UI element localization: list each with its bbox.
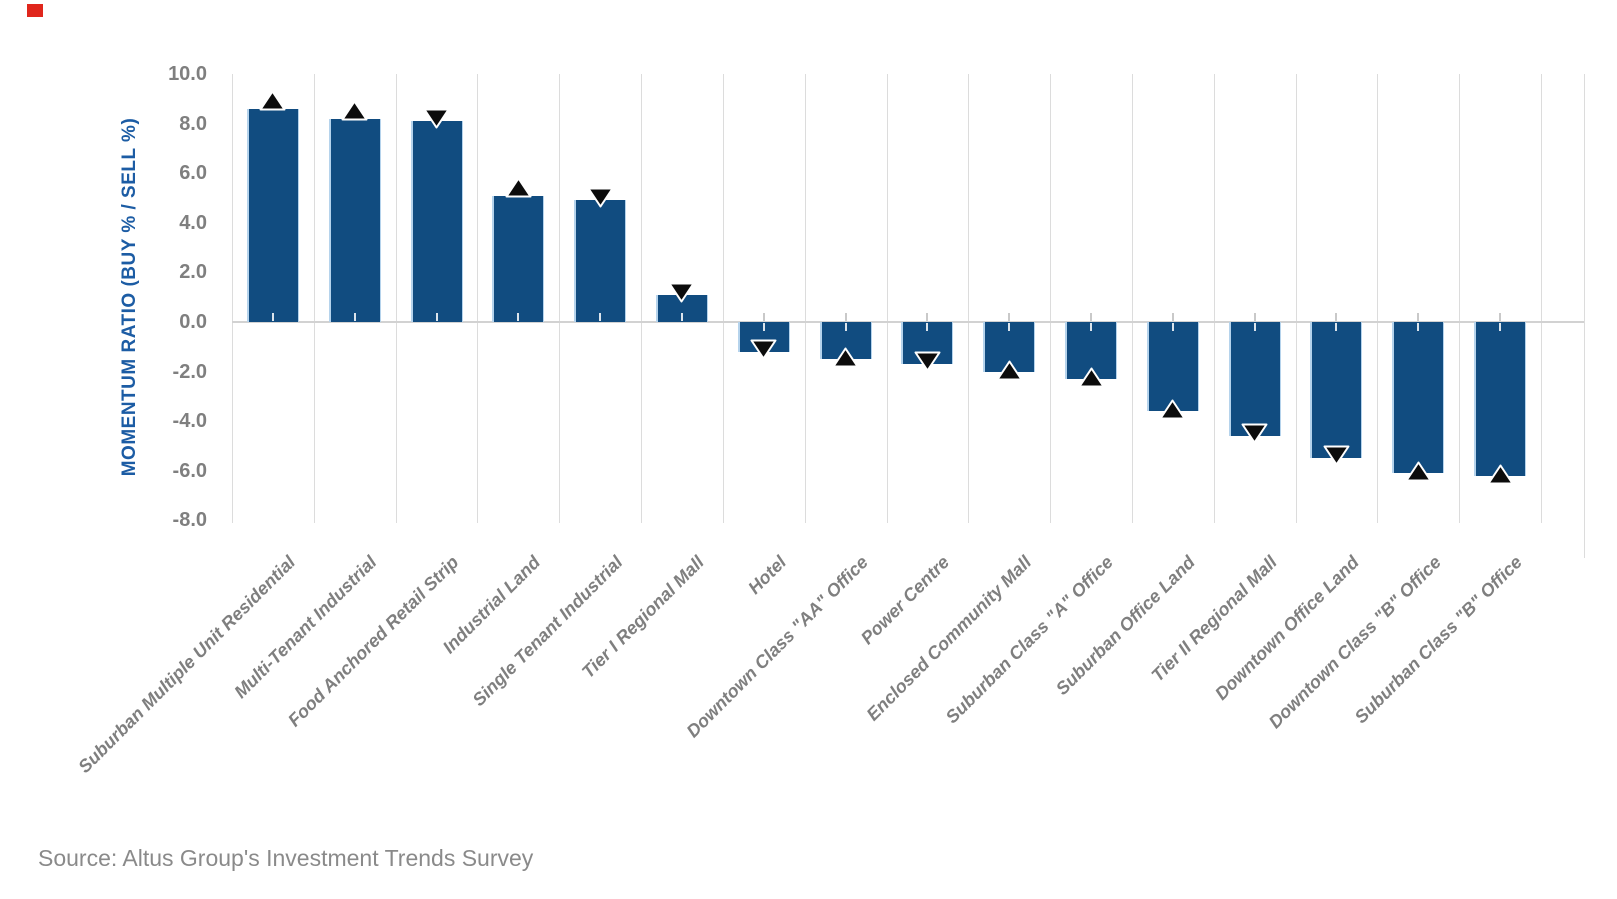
axis-tick [762,313,765,321]
bar [1310,322,1363,459]
axis-tick [926,313,929,321]
trend-up-icon [1159,399,1186,420]
y-tick-label: 0.0 [179,311,207,333]
axis-tick [1253,313,1256,321]
axis-tick [762,323,765,331]
bar [328,118,381,322]
axis-tick [1253,323,1256,331]
x-category-label-text: Downtown Class "AA" Office [682,552,872,742]
x-category-label-text: Suburban Class "A" Office [941,552,1118,728]
trend-up-icon [259,90,286,111]
axis-tick [1335,323,1338,331]
trend-down-icon [423,108,450,129]
y-tick-label: 2.0 [179,261,207,284]
axis-tick [1090,323,1093,331]
category-gridline [559,74,561,523]
x-category-label-text: Hotel [743,552,790,598]
category-gridline [886,74,888,523]
axis-tick [844,313,847,321]
category-gridline [1213,74,1215,523]
y-tick-label: -2.0 [172,360,207,383]
axis-tick [271,313,274,321]
axis-tick [353,313,356,321]
category-gridline [1131,74,1133,523]
category-gridline [1459,74,1461,523]
bar [1392,322,1445,474]
trend-down-icon [914,351,941,372]
bar [1228,322,1281,437]
category-gridline [968,74,970,523]
trend-down-icon [1241,423,1268,444]
trend-up-icon [341,100,368,121]
axis-tick [1417,313,1420,321]
category-gridline [1377,74,1379,523]
category-gridline [722,74,724,523]
axis-tick [1499,313,1502,321]
x-category-label-text: Food Anchored Retail Strip [284,552,463,731]
x-category-label-text: Downtown Office Land [1210,552,1363,704]
bar [492,195,545,322]
y-tick-label: 10.0 [168,63,207,85]
axis-tick [435,313,438,321]
category-gridline [395,74,397,523]
trend-down-icon [587,187,614,208]
axis-tick [599,313,602,321]
x-category-label-text: Suburban Class "B" Office [1351,552,1527,728]
axis-tick [926,323,929,331]
y-tick-label: 4.0 [179,211,207,234]
category-gridline [804,74,806,523]
category-gridline [1050,74,1052,523]
y-axis-title: MOMENTUM RATIO (BUY % / SELL %) [119,117,140,477]
y-tick-label: -4.0 [172,410,207,433]
axis-tick [1499,323,1502,331]
x-category-label-text: Suburban Office Land [1052,552,1199,699]
bar [410,121,463,322]
source-caption: Source: Altus Group's Investment Trends … [38,845,534,871]
axis-tick [680,313,683,321]
axis-tick [1335,313,1338,321]
axis-tick [1171,313,1174,321]
y-tick-label: -6.0 [172,459,207,482]
axis-tick [844,323,847,331]
x-category-label-text: Enclosed Community Mall [862,552,1036,725]
bar [246,108,299,322]
trend-up-icon [1405,461,1432,482]
axis-tick [1090,313,1093,321]
category-gridline [232,74,233,523]
bar [1474,322,1527,476]
category-gridline [477,74,479,523]
x-category-label-text: Single Tenant Industrial [468,552,627,710]
trend-down-icon [1323,445,1350,466]
axis-tick [517,313,520,321]
axis-tick [1171,323,1174,331]
y-tick-label: 6.0 [179,162,207,185]
trend-up-icon [832,347,859,368]
trend-up-icon [1078,367,1105,388]
axis-tick [1417,323,1420,331]
y-tick-label: -8.0 [172,509,207,532]
trend-up-icon [996,360,1023,381]
trend-down-icon [668,282,695,303]
axis-tick [1008,313,1011,321]
category-gridline [641,74,643,523]
bar [574,200,627,322]
trend-up-icon [1487,464,1514,485]
x-category-label-text: Multi-Tenant Industrial [230,552,381,703]
plot-right-edge-line [1584,74,1585,558]
axis-tick [1008,323,1011,331]
trend-down-icon [750,339,777,360]
bar [1146,322,1199,412]
category-gridline [313,74,315,523]
category-gridline [1295,74,1297,523]
category-gridline [1541,74,1542,523]
trend-up-icon [505,177,532,198]
x-category-label-text: Downtown Class "B" Office [1264,552,1445,733]
y-tick-label: 8.0 [179,112,207,135]
corner-marker [27,4,43,17]
